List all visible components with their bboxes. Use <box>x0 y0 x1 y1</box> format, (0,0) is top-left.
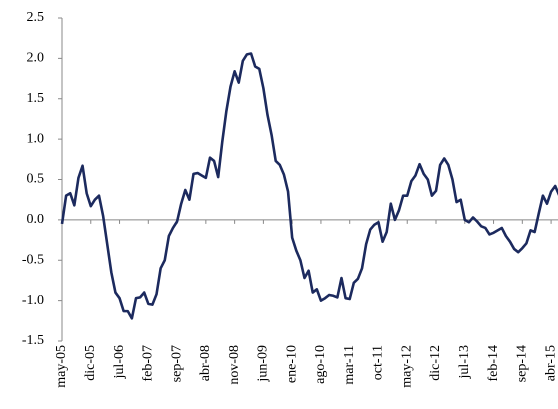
y-tick-label: -0.5 <box>22 252 44 267</box>
x-tick-label: jul-13 <box>457 345 472 379</box>
y-tick-label: 1.5 <box>27 91 45 106</box>
x-tick-label: abr-08 <box>198 345 213 381</box>
x-tick-label: sep-07 <box>169 345 184 382</box>
x-tick-label: nov-08 <box>227 345 242 385</box>
x-tick-label: ene-10 <box>284 345 299 383</box>
x-tick-label: may-05 <box>54 345 69 388</box>
x-tick-label: may-12 <box>399 345 414 388</box>
x-tick-label: feb-14 <box>486 345 501 382</box>
x-tick-label: feb-07 <box>141 345 156 382</box>
y-tick-label: 2.5 <box>27 10 45 25</box>
x-tick-label: jun-09 <box>256 345 271 383</box>
x-tick-label: dic-12 <box>428 345 443 381</box>
y-tick-label: -1.5 <box>22 333 44 348</box>
x-tick-label: ago-10 <box>313 345 328 384</box>
y-tick-label: 0.5 <box>27 172 45 187</box>
x-tick-label: dic-05 <box>83 345 98 381</box>
y-tick-label: 0.0 <box>27 212 45 227</box>
x-tick-label: oct-11 <box>371 345 386 380</box>
data-line <box>60 52 558 320</box>
y-tick-label: 1.0 <box>27 131 45 146</box>
x-tick-label: sep-14 <box>515 345 530 382</box>
y-tick-label: 2.0 <box>27 51 45 66</box>
x-tick-label: abr-15 <box>543 345 558 381</box>
x-tick-label: mar-11 <box>342 345 357 385</box>
y-tick-label: -1.0 <box>22 293 44 308</box>
x-tick-label: jul-06 <box>112 345 127 379</box>
